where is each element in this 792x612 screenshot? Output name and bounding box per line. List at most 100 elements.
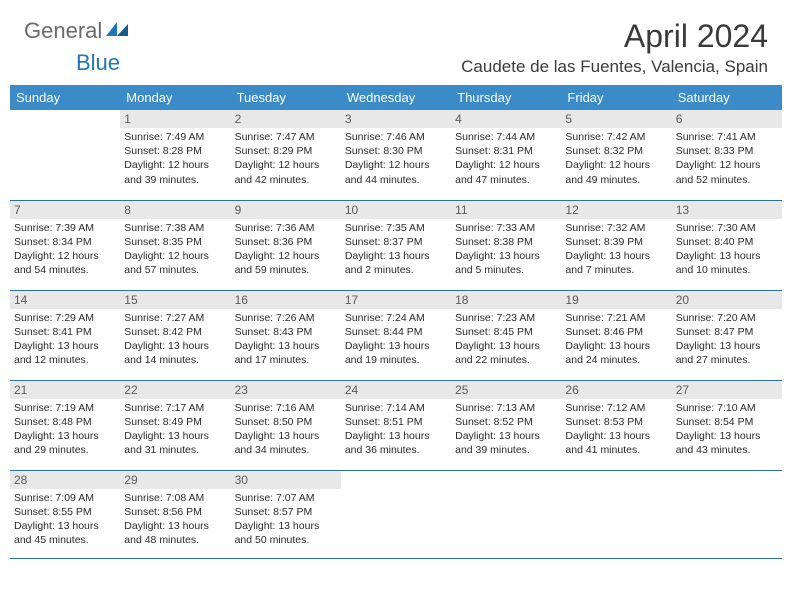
calendar-day-cell: 22 Sunrise: 7:17 AMSunset: 8:49 PMDayligh… <box>120 380 230 470</box>
day-info: Sunrise: 7:38 AMSunset: 8:35 PMDaylight:… <box>124 221 226 278</box>
day-info: Sunrise: 7:36 AMSunset: 8:36 PMDaylight:… <box>235 221 337 278</box>
location-text: Caudete de las Fuentes, Valencia, Spain <box>461 57 768 77</box>
calendar-day-cell: 3 Sunrise: 7:46 AMSunset: 8:30 PMDaylight… <box>341 110 451 200</box>
calendar-week-row: 14 Sunrise: 7:29 AMSunset: 8:41 PMDayligh… <box>10 290 782 380</box>
weekday-header: Wednesday <box>341 85 451 110</box>
day-info: Sunrise: 7:14 AMSunset: 8:51 PMDaylight:… <box>345 401 447 458</box>
calendar-day-cell: 2 Sunrise: 7:47 AMSunset: 8:29 PMDaylight… <box>231 110 341 200</box>
day-number: 28 <box>10 471 120 489</box>
calendar-week-row: 7Sunrise: 7:39 AMSunset: 8:34 PMDaylight… <box>10 200 782 290</box>
calendar-day-cell: 18 Sunrise: 7:23 AMSunset: 8:45 PMDayligh… <box>451 290 561 380</box>
header: General Blue April 2024 Caudete de las F… <box>0 0 792 77</box>
day-number: 30 <box>231 471 341 489</box>
calendar-day-cell: 27 Sunrise: 7:10 AMSunset: 8:54 PMDayligh… <box>672 380 782 470</box>
calendar-day-cell: 15 Sunrise: 7:27 AMSunset: 8:42 PMDayligh… <box>120 290 230 380</box>
day-number: 14 <box>10 291 120 309</box>
calendar-day-cell: 4Sunrise: 7:44 AMSunset: 8:31 PMDaylight… <box>451 110 561 200</box>
calendar-day-cell: 23 Sunrise: 7:16 AMSunset: 8:50 PMDayligh… <box>231 380 341 470</box>
day-number: 10 <box>341 201 451 219</box>
day-info: Sunrise: 7:27 AMSunset: 8:42 PMDaylight:… <box>124 311 226 368</box>
day-number: 15 <box>120 291 230 309</box>
day-info: Sunrise: 7:08 AMSunset: 8:56 PMDaylight:… <box>124 491 226 548</box>
calendar-day-cell <box>451 470 561 558</box>
day-info: Sunrise: 7:30 AMSunset: 8:40 PMDaylight:… <box>676 221 778 278</box>
brand-part2: Blue <box>76 50 120 76</box>
weekday-header: Saturday <box>672 85 782 110</box>
day-number: 8 <box>120 201 230 219</box>
day-info: Sunrise: 7:24 AMSunset: 8:44 PMDaylight:… <box>345 311 447 368</box>
day-number: 3 <box>341 110 451 128</box>
day-number: 29 <box>120 471 230 489</box>
weekday-header: Tuesday <box>231 85 341 110</box>
day-number: 22 <box>120 381 230 399</box>
calendar-day-cell: 21 Sunrise: 7:19 AMSunset: 8:48 PMDayligh… <box>10 380 120 470</box>
day-number: 11 <box>451 201 561 219</box>
title-block: April 2024 Caudete de las Fuentes, Valen… <box>461 18 768 77</box>
day-number: 17 <box>341 291 451 309</box>
day-info: Sunrise: 7:26 AMSunset: 8:43 PMDaylight:… <box>235 311 337 368</box>
day-number: 20 <box>672 291 782 309</box>
day-info: Sunrise: 7:17 AMSunset: 8:49 PMDaylight:… <box>124 401 226 458</box>
day-number: 2 <box>231 110 341 128</box>
day-number: 18 <box>451 291 561 309</box>
calendar-day-cell <box>341 470 451 558</box>
calendar-day-cell: 16 Sunrise: 7:26 AMSunset: 8:43 PMDayligh… <box>231 290 341 380</box>
day-info: Sunrise: 7:29 AMSunset: 8:41 PMDaylight:… <box>14 311 116 368</box>
calendar-day-cell: 25 Sunrise: 7:13 AMSunset: 8:52 PMDayligh… <box>451 380 561 470</box>
day-number: 9 <box>231 201 341 219</box>
day-info: Sunrise: 7:47 AMSunset: 8:29 PMDaylight:… <box>235 130 337 187</box>
calendar-day-cell: 29 Sunrise: 7:08 AMSunset: 8:56 PMDayligh… <box>120 470 230 558</box>
day-number: 16 <box>231 291 341 309</box>
day-number: 27 <box>672 381 782 399</box>
calendar-day-cell: 24 Sunrise: 7:14 AMSunset: 8:51 PMDayligh… <box>341 380 451 470</box>
calendar-week-row: 1Sunrise: 7:49 AMSunset: 8:28 PMDaylight… <box>10 110 782 200</box>
day-number: 25 <box>451 381 561 399</box>
day-info: Sunrise: 7:07 AMSunset: 8:57 PMDaylight:… <box>235 491 337 548</box>
day-info: Sunrise: 7:35 AMSunset: 8:37 PMDaylight:… <box>345 221 447 278</box>
calendar-day-cell: 5 Sunrise: 7:42 AMSunset: 8:32 PMDaylight… <box>561 110 671 200</box>
day-number: 19 <box>561 291 671 309</box>
day-number: 12 <box>561 201 671 219</box>
calendar-day-cell: 26 Sunrise: 7:12 AMSunset: 8:53 PMDayligh… <box>561 380 671 470</box>
day-number: 26 <box>561 381 671 399</box>
day-number: 21 <box>10 381 120 399</box>
day-info: Sunrise: 7:44 AMSunset: 8:31 PMDaylight:… <box>455 130 557 187</box>
day-info: Sunrise: 7:13 AMSunset: 8:52 PMDaylight:… <box>455 401 557 458</box>
day-info: Sunrise: 7:16 AMSunset: 8:50 PMDaylight:… <box>235 401 337 458</box>
weekday-header: Friday <box>561 85 671 110</box>
day-info: Sunrise: 7:41 AMSunset: 8:33 PMDaylight:… <box>676 130 778 187</box>
calendar-day-cell: 13 Sunrise: 7:30 AMSunset: 8:40 PMDayligh… <box>672 200 782 290</box>
day-info: Sunrise: 7:12 AMSunset: 8:53 PMDaylight:… <box>565 401 667 458</box>
day-number: 13 <box>672 201 782 219</box>
calendar-day-cell <box>10 110 120 200</box>
day-info: Sunrise: 7:23 AMSunset: 8:45 PMDaylight:… <box>455 311 557 368</box>
calendar-day-cell: 8 Sunrise: 7:38 AMSunset: 8:35 PMDaylight… <box>120 200 230 290</box>
day-info: Sunrise: 7:46 AMSunset: 8:30 PMDaylight:… <box>345 130 447 187</box>
day-info: Sunrise: 7:49 AMSunset: 8:28 PMDaylight:… <box>124 130 226 187</box>
day-info: Sunrise: 7:10 AMSunset: 8:54 PMDaylight:… <box>676 401 778 458</box>
calendar-header-row: SundayMondayTuesdayWednesdayThursdayFrid… <box>10 85 782 110</box>
calendar-day-cell: 30 Sunrise: 7:07 AMSunset: 8:57 PMDayligh… <box>231 470 341 558</box>
calendar-day-cell <box>561 470 671 558</box>
day-info: Sunrise: 7:32 AMSunset: 8:39 PMDaylight:… <box>565 221 667 278</box>
calendar-table: SundayMondayTuesdayWednesdayThursdayFrid… <box>10 85 782 559</box>
calendar-day-cell: 14 Sunrise: 7:29 AMSunset: 8:41 PMDayligh… <box>10 290 120 380</box>
brand-part1: General <box>24 18 102 44</box>
calendar-week-row: 28 Sunrise: 7:09 AMSunset: 8:55 PMDayligh… <box>10 470 782 558</box>
calendar-day-cell <box>672 470 782 558</box>
day-number: 24 <box>341 381 451 399</box>
calendar-day-cell: 7Sunrise: 7:39 AMSunset: 8:34 PMDaylight… <box>10 200 120 290</box>
calendar-day-cell: 11Sunrise: 7:33 AMSunset: 8:38 PMDayligh… <box>451 200 561 290</box>
calendar-day-cell: 10 Sunrise: 7:35 AMSunset: 8:37 PMDayligh… <box>341 200 451 290</box>
calendar-day-cell: 6Sunrise: 7:41 AMSunset: 8:33 PMDaylight… <box>672 110 782 200</box>
day-number: 23 <box>231 381 341 399</box>
day-info: Sunrise: 7:09 AMSunset: 8:55 PMDaylight:… <box>14 491 116 548</box>
day-number: 5 <box>561 110 671 128</box>
day-info: Sunrise: 7:42 AMSunset: 8:32 PMDaylight:… <box>565 130 667 187</box>
day-info: Sunrise: 7:19 AMSunset: 8:48 PMDaylight:… <box>14 401 116 458</box>
day-info: Sunrise: 7:39 AMSunset: 8:34 PMDaylight:… <box>14 221 116 278</box>
calendar-day-cell: 9 Sunrise: 7:36 AMSunset: 8:36 PMDaylight… <box>231 200 341 290</box>
calendar-day-cell: 19Sunrise: 7:21 AMSunset: 8:46 PMDayligh… <box>561 290 671 380</box>
calendar-week-row: 21 Sunrise: 7:19 AMSunset: 8:48 PMDayligh… <box>10 380 782 470</box>
weekday-header: Thursday <box>451 85 561 110</box>
